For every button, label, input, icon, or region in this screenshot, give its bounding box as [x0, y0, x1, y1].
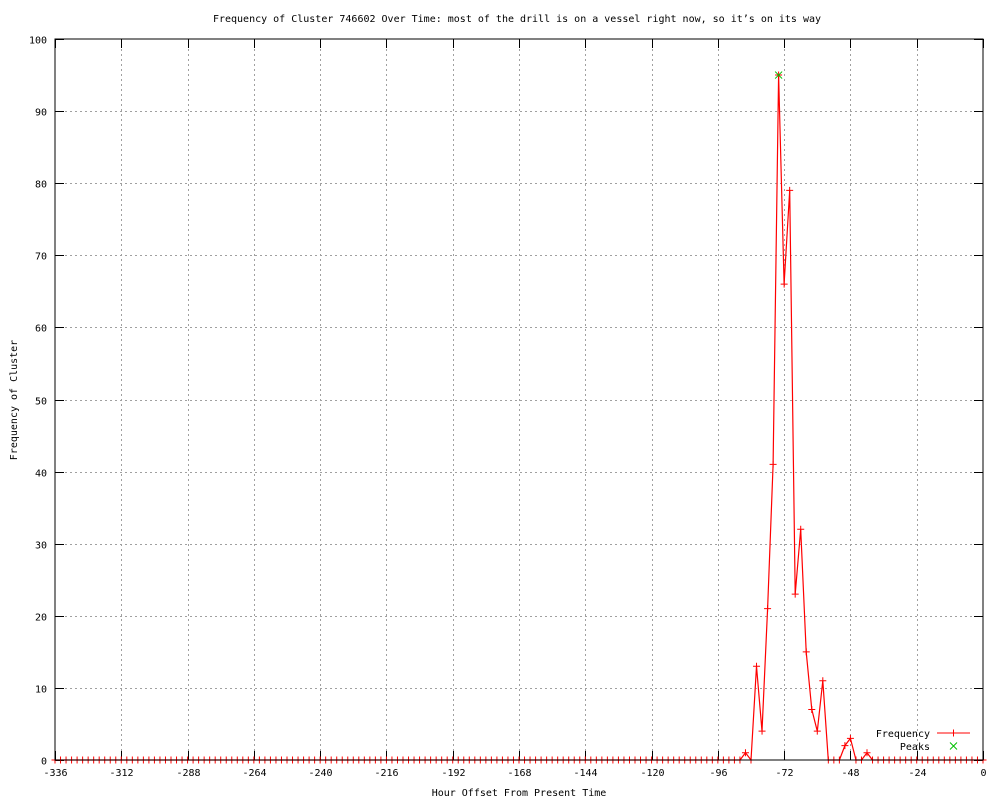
- x-tick-label: -312: [109, 768, 133, 779]
- x-tick-label: 0: [980, 768, 986, 779]
- x-tick-label: -336: [43, 768, 67, 779]
- frequency-point: [741, 749, 749, 757]
- x-tick-label: -216: [374, 768, 398, 779]
- frequency-point: [808, 706, 816, 714]
- frequency-point: [764, 605, 772, 613]
- chart-title: Frequency of Cluster 746602 Over Time: m…: [213, 14, 821, 25]
- y-tick-label: 50: [35, 397, 47, 408]
- grid: [55, 39, 983, 760]
- frequency-point: [786, 186, 794, 194]
- frequency-point: [753, 662, 761, 670]
- frequency-point: [791, 590, 799, 598]
- legend-label-frequency: Frequency: [876, 729, 930, 740]
- x-tick-label: -168: [507, 768, 531, 779]
- legend-label-peaks: Peaks: [900, 742, 930, 753]
- plot-border: [54, 38, 984, 761]
- frequency-point: [780, 280, 788, 288]
- x-tick-label: -120: [640, 768, 664, 779]
- y-tick-label: 70: [35, 252, 47, 263]
- frequency-point: [841, 742, 849, 750]
- y-tick-label: 30: [35, 541, 47, 552]
- y-tick-label: 100: [29, 36, 47, 47]
- frequency-point: [769, 460, 777, 468]
- frequency-point: [758, 727, 766, 735]
- y-axis-label: Frequency of Cluster: [9, 340, 20, 460]
- frequency-point: [863, 749, 871, 757]
- x-axis-label: Hour Offset From Present Time: [432, 788, 607, 799]
- x-tick-label: -24: [908, 768, 926, 779]
- x-tick-label: -240: [308, 768, 332, 779]
- y-tick-label: 20: [35, 613, 47, 624]
- x-tick-label: -72: [775, 768, 793, 779]
- tick-labels: -336 -312 -288 -264 -240 -216 -192 -168 -144 -120…: [29, 36, 987, 780]
- y-tick-label: 0: [41, 757, 47, 768]
- x-tick-label: -96: [709, 768, 727, 779]
- frequency-point: [819, 677, 827, 685]
- frequency-point: [797, 525, 805, 533]
- y-tick-label: 60: [35, 324, 47, 335]
- y-tick-label: 90: [35, 108, 47, 119]
- legend-marker-peaks: [949, 742, 958, 750]
- legend: Frequency Peaks: [876, 729, 970, 753]
- legend-marker-frequency: [950, 729, 957, 737]
- y-tick-label: 10: [35, 685, 47, 696]
- frequency-point: [846, 734, 854, 742]
- frequency-line: [55, 75, 983, 762]
- x-tick-label: -144: [573, 768, 597, 779]
- y-tick-label: 80: [35, 180, 47, 191]
- x-tick-label: -288: [176, 768, 200, 779]
- x-tick-label: -48: [841, 768, 859, 779]
- x-tick-label: -192: [441, 768, 465, 779]
- peak-point: [774, 71, 783, 79]
- y-tick-label: 40: [35, 469, 47, 480]
- frequency-point: [813, 727, 821, 735]
- frequency-point: [802, 648, 810, 656]
- x-tick-label: -264: [242, 768, 266, 779]
